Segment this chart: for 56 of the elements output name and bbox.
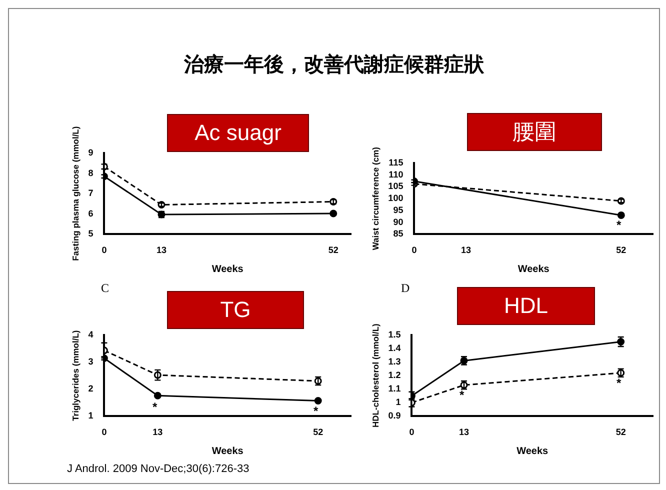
y-tick-label: 1.1 (388, 384, 401, 394)
x-tick-label: 13 (152, 427, 163, 438)
annotation: * (314, 404, 318, 418)
annotation: * (616, 218, 622, 232)
x-tick-label: 13 (458, 427, 469, 438)
y-tick-label: 8 (88, 168, 94, 178)
y-tick-label: 90 (393, 216, 404, 227)
y-tick-label: 9 (88, 147, 94, 158)
y-tick-label: 1 (88, 410, 94, 421)
x-axis-title: Weeks (212, 446, 244, 457)
y-tick-label: 1.5 (388, 329, 401, 340)
x-axis-title: Weeks (516, 446, 549, 457)
x-tick-label: 0 (102, 245, 107, 256)
y-tick-label: 85 (393, 228, 404, 239)
y-tick-label: 3 (88, 356, 94, 367)
x-tick-label: 0 (102, 427, 107, 438)
annotation: * (152, 400, 158, 414)
y-tick-label: 1.3 (388, 356, 401, 367)
x-tick-label: 52 (328, 245, 338, 256)
y-axis-title: Waist circumference (cm) (370, 146, 380, 250)
y-tick-label: 1.2 (388, 370, 401, 380)
y-tick-label: 110 (388, 169, 404, 180)
chart-title: 腰圍 (467, 113, 602, 151)
text: C (101, 281, 110, 296)
y-tick-label: 95 (393, 204, 404, 215)
y-tick-label: 0.9 (388, 410, 401, 421)
y-axis-title: Triglycerides (mmol/L) (70, 330, 80, 421)
y-tick-label: 1 (396, 397, 401, 408)
chart-title: TG (167, 291, 304, 329)
x-tick-label: 52 (616, 245, 626, 256)
y-tick-label: 7 (88, 188, 94, 198)
x-tick-label: 13 (156, 245, 167, 256)
x-axis-title: Weeks (518, 264, 550, 275)
x-tick-label: 52 (313, 427, 324, 438)
text: D (401, 281, 410, 296)
y-tick-label: 105 (388, 181, 404, 192)
y-tick-label: 6 (88, 208, 94, 218)
y-axis-title: HDL-cholesterol (mmol/L) (370, 323, 380, 428)
x-tick-label: 0 (412, 245, 417, 256)
y-tick-label: 100 (388, 193, 404, 204)
y-tick-label: 1.4 (388, 343, 401, 354)
text: J Androl. 2009 Nov-Dec;30(6):726-33 (67, 463, 250, 475)
x-axis-title: Weeks (212, 264, 244, 275)
y-tick-label: 4 (88, 329, 94, 340)
y-axis-title: Fasting plasma glucose (mmol/L) (70, 126, 80, 261)
x-tick-label: 0 (409, 427, 414, 438)
chart-title: Ac suagr (167, 114, 309, 152)
annotation: * (460, 388, 464, 402)
chart-title: HDL (457, 287, 595, 325)
x-tick-label: 52 (616, 427, 626, 438)
annotation: * (616, 376, 622, 390)
y-tick-label: 5 (88, 228, 94, 239)
x-tick-label: 13 (460, 245, 471, 256)
y-tick-label: 115 (388, 157, 404, 168)
y-tick-label: 2 (88, 384, 94, 394)
text: 治療一年後，改善代謝症候群症狀 (182, 51, 485, 78)
